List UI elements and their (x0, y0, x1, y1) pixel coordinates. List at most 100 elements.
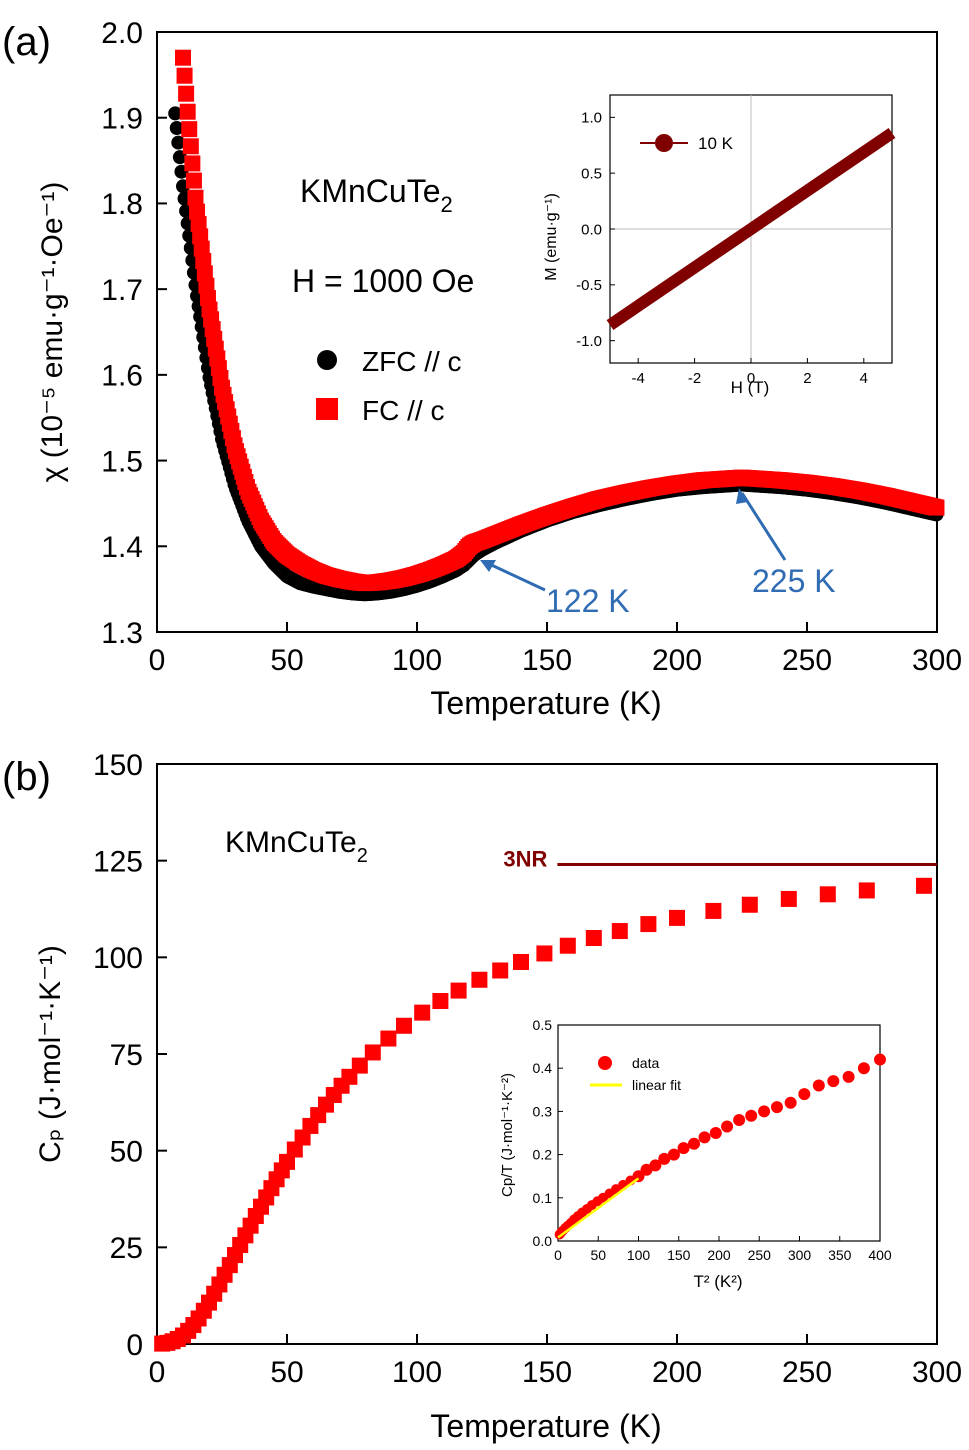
cpt-data-point (733, 1114, 746, 1127)
cp-data-point (513, 953, 529, 970)
panel-b-inset-x-axis-title: T² (K²) (693, 1272, 742, 1291)
cp-data-point (279, 1153, 295, 1170)
panel-b-x-tick-label: 250 (782, 1356, 832, 1389)
annotation-225k-arrow (740, 492, 787, 561)
panel-a-sample-subscript: 2 (441, 192, 453, 217)
panel-b-x-tick-label: 200 (652, 1356, 702, 1389)
panel-a-inset-y-tick-label: 1.0 (581, 110, 602, 127)
fc-data-point (179, 103, 196, 120)
cpt-data-point (649, 1159, 662, 1172)
panel-a-legend-zfc-marker (317, 350, 337, 370)
cp-data-point (669, 909, 685, 926)
cpt-data-point (770, 1101, 783, 1114)
fc-data-point (184, 155, 201, 172)
cp-data-point (450, 982, 467, 999)
panel-a-x-axis-title: Temperature (K) (430, 685, 661, 721)
cpt-data-point (857, 1062, 870, 1075)
fc-data-point (192, 228, 209, 245)
panel-a-inset-y-axis-title: M (emu·g⁻¹) (543, 193, 560, 281)
cpt-data-point (842, 1070, 855, 1083)
cp-data-point (364, 1044, 381, 1061)
fc-data-point (193, 240, 210, 257)
annotation-225k-arrowhead (736, 488, 748, 504)
cp-data-point (780, 890, 797, 907)
annotation-122k-arrowhead (480, 560, 496, 572)
panel-b-inset-y-tick-label: 0.2 (533, 1147, 553, 1163)
panel-b-y-tick-label: 75 (110, 1039, 143, 1072)
fc-data-point (190, 216, 207, 232)
cp-data-point (380, 1030, 397, 1047)
fc-data-point (182, 138, 199, 155)
panel-a: (a) 0 50 100 150 200 250 300 1.3 1.4 1.5 1.6 1.7 1.8… (2, 17, 962, 721)
panel-b-y-tick-label: 25 (110, 1232, 143, 1265)
zfc-data-point (169, 121, 184, 135)
panel-b-inset-x-tick-label: 300 (788, 1247, 812, 1263)
fc-data-point (181, 121, 198, 138)
fc-data-point (196, 265, 213, 282)
panel-b-inset-x-tick-label: 350 (828, 1247, 852, 1263)
cp-data-point (858, 882, 875, 899)
panel-a-x-tick-label: 0 (149, 644, 166, 677)
cpt-data-point (640, 1163, 653, 1176)
panel-a-inset-y-tick-label: 0.0 (581, 221, 602, 238)
fc-data-point (198, 277, 215, 294)
cpt-data-point (798, 1088, 811, 1101)
panel-b-inset-x-tick-label: 400 (868, 1247, 892, 1263)
fc-data-point (175, 49, 191, 66)
annotation-122k-arrow (484, 560, 546, 592)
panel-a-data (168, 49, 945, 602)
cp-data-point (916, 877, 932, 894)
panel-b-x-tick-label: 100 (392, 1356, 442, 1389)
reference-line-3nr-label: 3NR (503, 847, 547, 872)
cpt-data-point (758, 1105, 771, 1118)
cp-data-point (414, 1004, 431, 1021)
panel-a-x-tick-label: 100 (392, 644, 442, 677)
panel-b-inset-x-tick-label: 50 (590, 1247, 606, 1263)
cpt-data-point (667, 1148, 680, 1161)
fc-data-point (187, 189, 204, 206)
panel-a-y-tick-label: 2.0 (101, 17, 143, 50)
panel-b-y-tick-label: 50 (110, 1135, 143, 1168)
panel-a-y-tick-label: 1.9 (101, 103, 143, 136)
cpt-data-point (658, 1152, 671, 1165)
panel-a-y-tick-label: 1.4 (101, 531, 143, 564)
cpt-data-point (698, 1131, 711, 1144)
cpt-data-point (745, 1109, 758, 1122)
cp-data-point (585, 930, 602, 946)
cpt-data-point (812, 1079, 825, 1092)
cp-data-point (611, 923, 628, 940)
panel-a-x-tick-label: 50 (270, 644, 303, 677)
panel-b-inset-y-tick-label: 0.5 (533, 1017, 553, 1033)
panel-a-x-tick-label: 300 (912, 644, 962, 677)
cp-data-point (432, 993, 449, 1010)
panel-b-inset-x-tick-label: 150 (667, 1247, 691, 1263)
panel-b-inset: 0 50 100 150 200 250 300 350 400 0.0 0.1 0.2 0.3 0.4 0… (499, 1017, 892, 1291)
panel-a-inset-x-tick-label: -2 (688, 370, 701, 387)
fc-data-point (176, 67, 193, 84)
panel-a-inset-x-tick-label: 4 (860, 370, 868, 387)
panel-b-label: (b) (2, 755, 51, 799)
panel-a-x-tick-label: 200 (652, 644, 702, 677)
panel-a-inset: -4 -2 0 2 4 -1.0 -0.5 0.0 0.5 1.0 H (T) M (emu·g⁻… (543, 94, 896, 397)
panel-a-inset-x-axis-title: H (T) (731, 378, 770, 397)
panel-a-inset-x-tick-label: 0 (747, 370, 755, 387)
panel-b-data: 3NR (154, 847, 937, 1352)
panel-b-y-tick-label: 125 (93, 845, 143, 878)
panel-b-y-tick-label: 150 (93, 749, 143, 782)
zfc-data-point (171, 135, 186, 150)
cpt-data-point (709, 1127, 722, 1139)
cpt-data-point (874, 1053, 886, 1066)
panel-b-y-axis-title: Cₚ (J·mol⁻¹·K⁻¹) (34, 945, 67, 1163)
panel-a-inset-y-tick-label: 0.5 (581, 166, 602, 183)
panel-a-sample-label: KMnCuTe2 (300, 173, 453, 217)
panel-a-label: (a) (2, 20, 51, 64)
panel-b-inset-y-tick-label: 0.3 (533, 1103, 553, 1119)
panel-b-sample-formula: KMnCuTe (225, 826, 357, 859)
panel-a-y-axis-title: χ (10⁻⁵ emu·g⁻¹·Oe⁻¹) (36, 182, 69, 483)
panel-b-y-tick-label: 100 (93, 942, 143, 975)
panel-a-y-tick-label: 1.6 (101, 360, 143, 393)
fc-data-point (928, 499, 945, 516)
panel-b-inset-data (554, 1053, 886, 1240)
